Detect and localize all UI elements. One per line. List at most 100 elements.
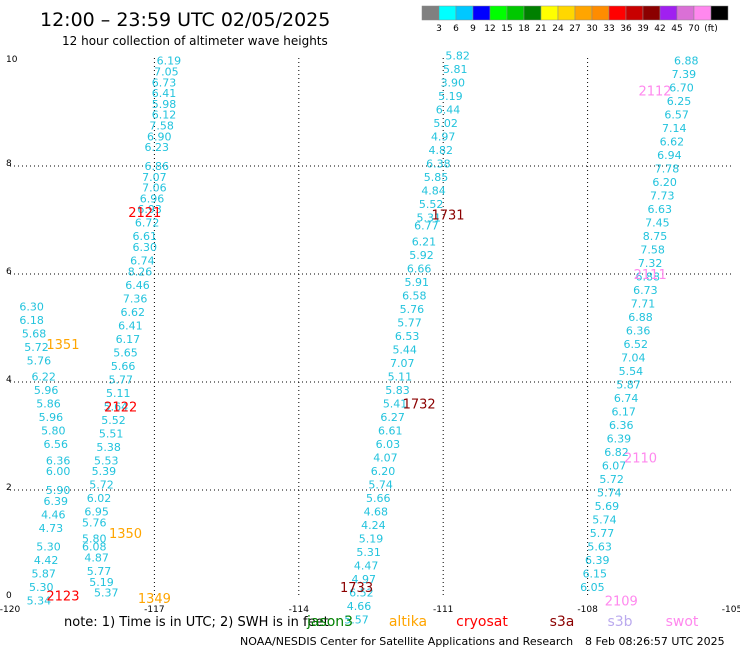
wave-height-value: 6.15 <box>583 568 608 581</box>
wave-height-value: 6.02 <box>87 492 112 505</box>
wave-height-value: 5.77 <box>108 373 133 386</box>
pass-number: 1732 <box>403 398 436 413</box>
wave-height-value: 5.52 <box>419 198 444 211</box>
colorbar-swatch <box>659 5 678 21</box>
pass-number: 2122 <box>104 400 137 415</box>
wave-height-value: 6.39 <box>43 495 68 508</box>
wave-height-value: 5.31 <box>417 211 442 224</box>
wave-height-value: 5.66 <box>111 360 136 373</box>
satellite-legend: jason3 altika cryosat s3a s3b swot <box>306 614 699 630</box>
wave-height-value: 6.74 <box>614 392 639 405</box>
wave-height-value: 5.69 <box>595 500 620 513</box>
wave-height-value: 5.86 <box>36 398 61 411</box>
wave-height-value: 6.39 <box>585 554 610 567</box>
wave-height-value: 6.18 <box>19 314 44 327</box>
wave-height-value: 5.11 <box>388 371 413 384</box>
wave-height-value: 6.17 <box>611 406 636 419</box>
wave-height-value: 5.76 <box>27 354 52 367</box>
wave-height-value: 7.45 <box>645 217 670 230</box>
wave-height-value: 6.74 <box>130 255 155 268</box>
colorbar-label: 70 <box>688 24 700 34</box>
timestamp-text: 8 Feb 08:26:57 UTC 2025 <box>585 635 725 648</box>
colorbar-label: 3 <box>436 24 442 34</box>
wave-height-value: 5.91 <box>404 276 429 289</box>
wave-height-value: 6.25 <box>667 95 692 108</box>
wave-height-value: 7.07 <box>390 357 415 370</box>
wave-height-value: 5.72 <box>599 473 624 486</box>
wave-height-value: 6.03 <box>376 438 401 451</box>
pass-number: 2109 <box>605 595 638 610</box>
wave-height-value: 5.90 <box>46 484 71 497</box>
colorbar-swatch <box>506 5 525 21</box>
wave-height-value: 5.11 <box>106 387 131 400</box>
wave-height-value: 6.36 <box>626 325 651 338</box>
pass-number: 1350 <box>109 527 142 542</box>
pass-labels: 2121 2122 2123 1351 1350 1349 1731 1732 1733 2112… <box>46 84 671 609</box>
wave-height-value: 6.22 <box>31 371 56 384</box>
wave-height-value: 6.61 <box>378 425 403 438</box>
wave-height-value: 5.96 <box>34 384 59 397</box>
wave-height-value: 7.05 <box>154 66 179 79</box>
wave-height-value: 5.77 <box>397 317 422 330</box>
wave-height-value: 5.30 <box>36 541 61 554</box>
wave-height-value: 6.46 <box>125 279 150 292</box>
wave-height-value: 5.74 <box>368 479 393 492</box>
wave-height-value: 4.68 <box>364 506 389 519</box>
legend-cryosat: cryosat <box>456 614 508 630</box>
wave-height-value: 5.76 <box>400 303 425 316</box>
footer: note: 1) Time is in UTC; 2) SWH is in fe… <box>64 614 725 648</box>
legend-jason3: jason3 <box>306 614 353 630</box>
wave-height-value: 7.06 <box>142 182 167 195</box>
wave-height-value: 6.17 <box>116 333 141 346</box>
colorbar-swatch <box>557 5 576 21</box>
track-altika: 6.197.056.736.415.986.127.586.906.236.86… <box>82 55 181 600</box>
wave-height-value: 5.68 <box>22 327 47 340</box>
wave-height-value: 5.34 <box>27 595 52 608</box>
wave-height-value: 5.87 <box>616 379 641 392</box>
y-tick-label: 6 <box>6 267 12 277</box>
y-tick-label: 10 <box>6 55 18 65</box>
colorbar-label: 24 <box>552 24 564 34</box>
wave-height-value: 5.19 <box>438 90 463 103</box>
wave-height-value: 6.56 <box>43 438 68 451</box>
pass-number: 2112 <box>638 84 671 99</box>
wave-height-value: 5.81 <box>443 63 468 76</box>
wave-height-value: 5.96 <box>39 411 64 424</box>
colorbar-swatch <box>574 5 593 21</box>
wave-height-value: 7.32 <box>638 257 663 270</box>
wave-height-value: 7.36 <box>123 292 148 305</box>
wave-height-value: 5.52 <box>101 414 126 427</box>
legend-s3a: s3a <box>550 614 575 630</box>
satellite-tracks: 6.197.056.736.415.986.127.586.906.236.86… <box>19 49 698 626</box>
wave-height-value: 6.88 <box>636 271 661 284</box>
x-tick-label: -120 <box>0 605 20 615</box>
wave-height-value: 6.23 <box>145 141 170 154</box>
wave-height-value: 6.90 <box>147 130 172 143</box>
wave-height-value: 5.80 <box>82 533 107 546</box>
wave-height-value: 7.07 <box>142 171 167 184</box>
pass-number: 1733 <box>340 581 373 596</box>
wave-height-value: 7.78 <box>655 163 680 176</box>
wave-height-value: 5.57 <box>344 614 369 627</box>
wave-height-value: 5.72 <box>89 479 114 492</box>
wave-height-value: 6.52 <box>623 338 648 351</box>
pass-number: 2123 <box>46 589 79 604</box>
colorbar-label: 9 <box>470 24 476 34</box>
legend-s3b: s3b <box>607 614 632 630</box>
wave-height-value: 6.44 <box>436 103 461 116</box>
wave-height-value: 5.66 <box>366 492 391 505</box>
wave-height-value: 6.63 <box>648 203 673 216</box>
wave-height-value: 6.20 <box>371 465 396 478</box>
wave-height-value: 5.53 <box>94 454 119 467</box>
wave-height-value: 4.47 <box>354 560 379 573</box>
wave-height-value: 6.94 <box>657 149 682 162</box>
wave-height-value: 5.44 <box>392 344 417 357</box>
wave-height-value: 5.77 <box>590 527 615 540</box>
map-grid <box>10 58 732 598</box>
wave-height-value: 7.73 <box>650 190 675 203</box>
colorbar-label: 6 <box>453 24 459 34</box>
colorbar-swatch <box>710 5 729 21</box>
wave-height-value: 4.84 <box>421 184 446 197</box>
